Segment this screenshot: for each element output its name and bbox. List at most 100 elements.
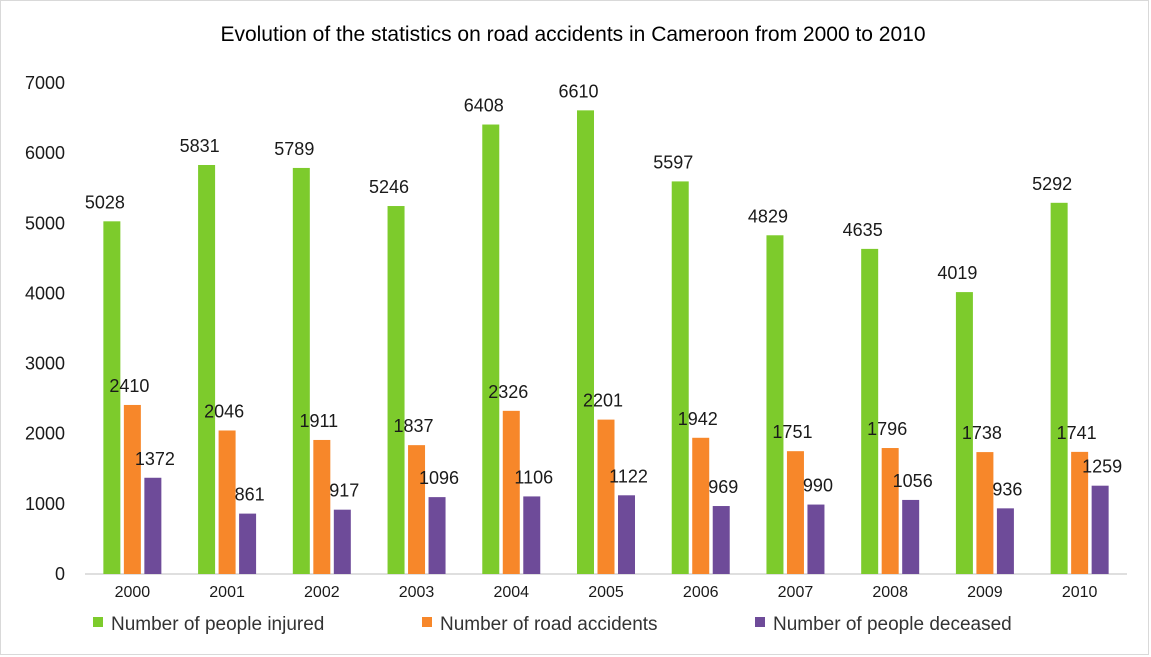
data-label: 6610	[558, 81, 598, 101]
data-label: 1741	[1057, 423, 1097, 443]
bar	[502, 410, 520, 574]
y-tick-label: 2000	[25, 424, 65, 444]
bar	[198, 164, 216, 574]
bar	[123, 404, 141, 574]
data-label: 1259	[1082, 457, 1122, 477]
data-label: 2201	[583, 391, 623, 411]
x-tick-label: 2000	[115, 584, 151, 601]
bar	[902, 499, 920, 574]
bar	[1050, 202, 1068, 574]
bar	[144, 477, 162, 574]
bar-series-group	[103, 110, 1109, 575]
legend-swatch	[422, 617, 432, 627]
y-tick-label: 1000	[25, 494, 65, 514]
x-tick-label: 2003	[399, 584, 435, 601]
x-tick-label: 2004	[493, 584, 529, 601]
bar	[712, 506, 730, 574]
bar	[1071, 451, 1089, 574]
bar	[861, 248, 879, 574]
bar	[292, 167, 310, 574]
series-number-of-people-deceased	[144, 477, 1109, 574]
data-label: 1122	[609, 466, 648, 486]
data-label: 1372	[135, 449, 175, 469]
data-label: 1096	[419, 468, 459, 488]
data-label-group: 5028 5831 5789 5246 6408 6610 5597 4829 4635 4019…	[85, 81, 1122, 504]
x-tick-label: 2009	[967, 584, 1003, 601]
data-label: 861	[235, 485, 265, 505]
data-label: 1738	[962, 423, 1002, 443]
data-label: 5292	[1032, 174, 1072, 194]
x-tick-label: 2010	[1062, 584, 1098, 601]
data-label: 1106	[514, 467, 553, 487]
legend-swatch	[755, 617, 765, 627]
x-tick-label: 2006	[683, 584, 719, 601]
data-label: 2046	[204, 401, 244, 421]
y-axis: 0 1000 2000 3000 4000 5000 6000 7000	[25, 73, 65, 584]
data-label: 1796	[867, 419, 907, 439]
bar	[766, 235, 784, 574]
y-tick-label: 4000	[25, 283, 65, 303]
bar	[218, 430, 236, 574]
bar	[996, 508, 1014, 574]
legend-swatch	[93, 617, 103, 627]
y-tick-label: 6000	[25, 143, 65, 163]
bar	[671, 181, 689, 574]
legend-item: Number of people injured	[93, 614, 324, 635]
bar	[597, 419, 615, 574]
data-label: 5831	[180, 136, 220, 156]
bar	[976, 452, 994, 574]
data-label: 1942	[678, 409, 718, 429]
data-label: 990	[803, 476, 833, 496]
data-label: 1837	[394, 416, 434, 436]
data-label: 969	[708, 477, 738, 497]
bar	[103, 221, 121, 574]
legend-item: Number of people deceased	[755, 614, 1012, 635]
data-label: 1751	[772, 422, 812, 442]
chart-title: Evolution of the statistics on road acci…	[220, 23, 925, 46]
bar	[333, 509, 351, 574]
legend-label: Number of people injured	[111, 614, 324, 635]
y-tick-label: 5000	[25, 213, 65, 233]
data-label: 5028	[85, 192, 125, 212]
bar	[387, 206, 405, 574]
x-tick-label: 2005	[588, 584, 624, 601]
bar	[408, 445, 426, 574]
data-label: 5789	[274, 139, 314, 159]
x-tick-label: 2001	[209, 584, 245, 601]
series-number-of-people-injured	[103, 110, 1068, 575]
bar	[523, 496, 541, 574]
bar	[1091, 485, 1109, 574]
data-label: 5246	[369, 177, 409, 197]
legend-label: Number of road accidents	[440, 614, 658, 635]
x-tick-label: 2007	[778, 584, 814, 601]
y-tick-label: 0	[55, 564, 65, 584]
data-label: 4019	[937, 263, 977, 283]
data-label: 6408	[464, 96, 504, 116]
legend-item: Number of road accidents	[422, 614, 658, 635]
bar	[807, 504, 825, 574]
bar	[881, 448, 899, 574]
data-label: 5597	[653, 152, 693, 172]
x-tick-label: 2002	[304, 584, 340, 601]
data-label: 4635	[843, 220, 883, 240]
series-number-of-road-accidents	[123, 404, 1089, 574]
bar	[955, 292, 973, 574]
data-label: 2326	[488, 382, 528, 402]
bar	[239, 513, 257, 574]
data-label: 1056	[893, 471, 933, 491]
bar	[313, 439, 331, 574]
data-label: 4829	[748, 206, 788, 226]
x-tick-label: 2008	[872, 584, 908, 601]
y-tick-label: 3000	[25, 354, 65, 374]
bar	[482, 124, 500, 575]
legend-label: Number of people deceased	[773, 614, 1012, 635]
data-label: 917	[329, 481, 359, 501]
bar	[692, 437, 710, 574]
x-axis: 2000 2001 2002 2003 2004 2005 2006 2007 2008 2009…	[85, 573, 1127, 601]
y-tick-label: 7000	[25, 73, 65, 93]
bar	[786, 451, 804, 574]
bar	[577, 110, 594, 574]
data-label: 2410	[109, 376, 149, 396]
